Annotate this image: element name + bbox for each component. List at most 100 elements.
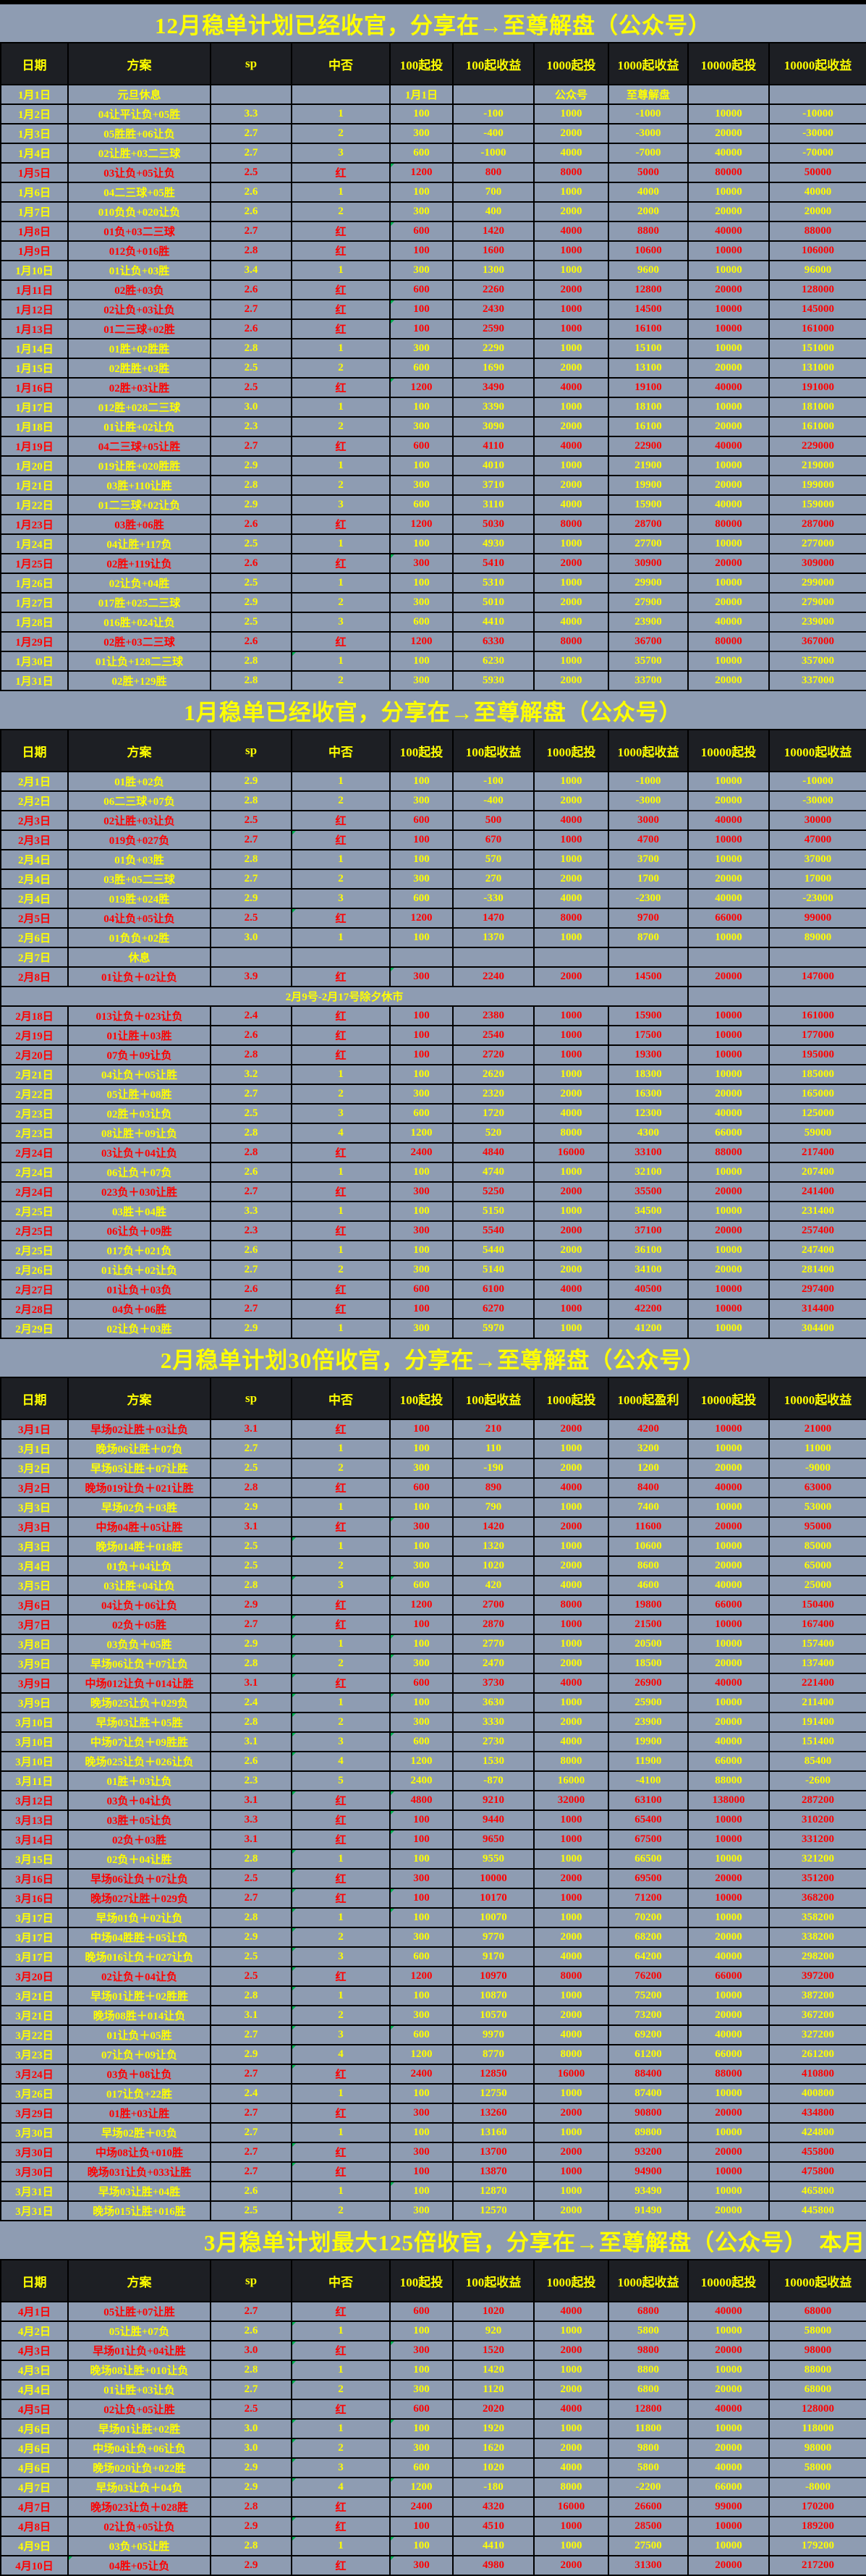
cell-profit-1000: 1200 <box>608 1458 689 1479</box>
cell-hit: 红 <box>291 2161 391 2182</box>
cell-sp: 2.8 <box>210 790 292 811</box>
cell-date: 3月29日 <box>0 2103 69 2124</box>
cell-stake-10000: 20000 <box>687 2555 770 2576</box>
cell-hit: 3 <box>291 143 391 164</box>
cell-stake-10000: 10000 <box>687 573 770 594</box>
cell-profit-10000: -10000 <box>768 104 866 124</box>
cell-stake-1000: 1000 <box>533 1829 609 1850</box>
table-row: 3月17日 晚场016让负＋027让负 2.5 3 600 9170 4000 64200 40… <box>0 1946 866 1967</box>
cell-sp: 3.3 <box>210 1201 292 1222</box>
cell-stake-100: 100 <box>389 1201 454 1222</box>
cell-stake-100: 1200 <box>389 2477 454 2498</box>
cell-stake-10000: 20000 <box>687 201 770 222</box>
cell-stake-100: 100 <box>389 1985 454 2006</box>
table-row: 2月18日 013让负＋023让负 2.4 红 100 2380 1000 15900 1000… <box>0 1005 866 1026</box>
cell-profit-10000: 261200 <box>768 2044 866 2065</box>
cell-profit-1000: 33100 <box>608 1142 689 1163</box>
cell-profit-100: 2770 <box>452 1634 535 1655</box>
cell-stake-1000: 2000 <box>533 1653 609 1674</box>
cell-date: 4月8日 <box>0 2516 69 2537</box>
cell-profit-10000: 257400 <box>768 1220 866 1241</box>
cell-hit: 2 <box>291 2005 391 2026</box>
cell-profit-10000: 63000 <box>768 1477 866 1498</box>
cell-profit-1000: 88400 <box>608 2064 689 2085</box>
table-row: 2月22日 05让胜＋08胜 2.7 2 300 2320 2000 16300 20000 16… <box>0 1084 866 1105</box>
cell-stake-10000: 10000 <box>687 1025 770 1046</box>
cell-profit-100: 2380 <box>452 1005 535 1026</box>
cell-sp: 2.7 <box>210 2142 292 2163</box>
table-row: 1月26日 02让负+04胜 2.5 1 100 5310 1000 29900 10000 29… <box>0 573 866 594</box>
cell-plan: 01胜+02胜胜 <box>67 338 211 359</box>
cell-profit-100: 5970 <box>452 1318 535 1339</box>
cell-stake-1000: 16000 <box>533 2064 609 2085</box>
cell-profit-1000: 2000 <box>608 201 689 222</box>
table-row: 3月1日 早场02让胜＋03让负 3.1 红 100 210 2000 4200 10000 21… <box>0 1419 866 1440</box>
cell-date: 2月18日 <box>0 1005 69 1026</box>
cell-profit-10000: 189200 <box>768 2516 866 2537</box>
cell-stake-100: 100 <box>389 1536 454 1557</box>
cell-sp: 2.8 <box>210 1653 292 1674</box>
cell-stake-100: 1200 <box>389 631 454 652</box>
cell-sp: 2.8 <box>210 240 292 261</box>
cell-hit: 1 <box>291 1634 391 1655</box>
cell-plan: 01胜＋03让负 <box>67 1770 211 1791</box>
cell-sp: 3.3 <box>210 1809 292 1830</box>
cell-plan: 02胜+03二三球 <box>67 631 211 652</box>
cell-date: 3月30日 <box>0 2161 69 2182</box>
table-row: 3月10日 中场07让负＋09胜胜 3.1 3 600 2730 4000 19900 4000… <box>0 1731 866 1752</box>
cell-profit-100: 2290 <box>452 338 535 359</box>
cell-stake-1000: 1000 <box>533 2181 609 2202</box>
cell-stake-1000: 4000 <box>533 1673 609 1694</box>
cell-stake-1000: 1000 <box>533 533 609 554</box>
cell-stake-10000: 40000 <box>687 494 770 515</box>
cell-stake-1000: 2000 <box>533 2438 609 2459</box>
cell-stake-10000: 10000 <box>687 1438 770 1459</box>
table-row: 4月6日 晚场020让负+022胜 2.9 3 600 1020 4000 5800 40000… <box>0 2457 866 2478</box>
cell-stake-1000: 1000 <box>533 771 609 792</box>
cell-plan: 02让负+03让负 <box>67 299 211 320</box>
cell-sp: 2.8 <box>210 651 292 672</box>
cell-profit-1000: 10600 <box>608 1536 689 1557</box>
cell-stake-100: 100 <box>389 2418 454 2439</box>
cell-plan: 03胜+06胜 <box>67 514 211 535</box>
cell-profit-1000: 31300 <box>608 2555 689 2576</box>
table-row: 3月7日 02负＋05胜 2.7 红 100 2870 1000 21500 10000 1674… <box>0 1614 866 1635</box>
cell-stake-100: 100 <box>389 573 454 594</box>
cell-plan: 01负负+02胜 <box>67 927 211 948</box>
cell-date: 2月22日 <box>0 1084 69 1105</box>
cell-profit-100: 2700 <box>452 1595 535 1616</box>
cell-stake-10000: 10000 <box>687 771 770 792</box>
cell-hit: 3 <box>291 494 391 515</box>
cell-date: 1月18日 <box>0 416 69 437</box>
cell-date: 2月3日 <box>0 829 69 850</box>
cell-plan: 02让负+04胜 <box>67 573 211 594</box>
cell-stake-10000: 10000 <box>687 397 770 418</box>
col-header-stake-10000: 10000起投 <box>687 1377 770 1420</box>
cell-hit: 2 <box>291 1555 391 1576</box>
cell-date: 4月1日 <box>0 2301 69 2322</box>
cell-hit: 1 <box>291 1692 391 1713</box>
cell-plan: 02让负+05让胜 <box>67 2399 211 2420</box>
cell-stake-100: 300 <box>389 2555 454 2576</box>
cell-plan: 02负＋04让胜 <box>67 1849 211 1870</box>
table-row: 1月1日 元旦休息 1月1日 公众号 至尊解盘 <box>0 84 866 105</box>
cell-stake-10000: 20000 <box>687 358 770 379</box>
cell-stake-100: 100 <box>389 2360 454 2381</box>
cell-stake-1000: 2000 <box>533 2379 609 2400</box>
cell-profit-10000: 241400 <box>768 1181 866 1202</box>
cell-plan: 03负+05让胜 <box>67 2535 211 2556</box>
cell-stake-10000: 40000 <box>687 2301 770 2322</box>
cell-profit-1000: 16300 <box>608 1084 689 1105</box>
cell-stake-1000: 4000 <box>533 1279 609 1300</box>
cell-sp: 2.5 <box>210 377 292 398</box>
cell-stake-100: 1200 <box>389 1123 454 1144</box>
cell-profit-100: 12870 <box>452 2181 535 2202</box>
cell-plan: 04让平让负+05胜 <box>67 104 211 124</box>
cell-profit-100: 6270 <box>452 1298 535 1319</box>
cell-profit-10000: 137400 <box>768 1653 866 1674</box>
cell-stake-100: 100 <box>389 1240 454 1261</box>
cell-hit: 4 <box>291 1751 391 1772</box>
cell-sp: 2.8 <box>210 2360 292 2381</box>
cell-stake-100: 100 <box>389 182 454 203</box>
cell-hit: 红 <box>291 1614 391 1635</box>
